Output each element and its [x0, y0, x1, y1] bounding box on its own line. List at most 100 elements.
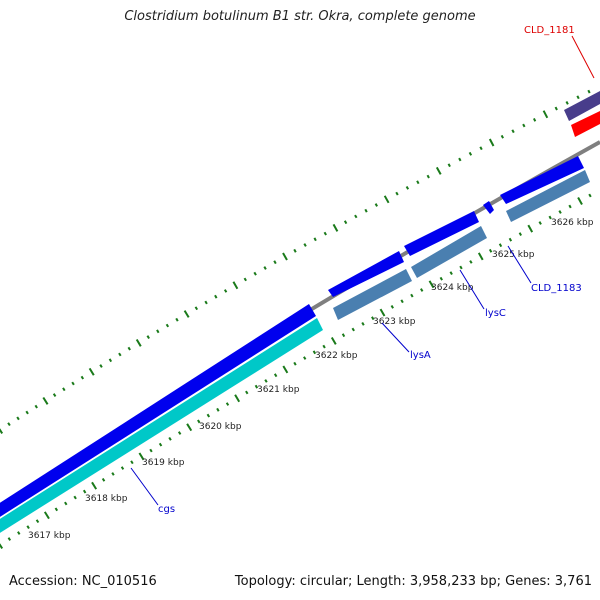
inner-ring-tick [371, 316, 375, 321]
outer-ring-tick [0, 428, 4, 434]
cds-CLD_1183-forward[interactable] [500, 156, 584, 204]
outer-ring-tick [343, 220, 348, 225]
inner-ring-tick [130, 460, 134, 465]
inner-ring-tick [216, 407, 220, 412]
inner-ring-tick [26, 525, 30, 530]
inner-ring-tick [439, 276, 443, 281]
lysA-callout-line [381, 322, 410, 353]
inner-ring-tick [177, 431, 182, 435]
outer-ring-tick [383, 195, 390, 204]
outer-ring-tick [42, 396, 49, 405]
cds-CLD_1181-purple[interactable] [564, 91, 600, 121]
inner-ring-tick [322, 344, 326, 349]
outer-ring-tick [71, 381, 75, 386]
gene-label-lysC[interactable]: lysC [485, 308, 506, 319]
outer-ring-tick [468, 151, 473, 156]
CLD_1181-callout-line [571, 35, 595, 79]
inner-ring-tick [330, 336, 337, 345]
outer-ring-tick [62, 387, 66, 392]
outer-ring-tick [7, 422, 11, 427]
cds-CLD_1181-red[interactable] [571, 111, 600, 137]
outer-ring-tick [313, 237, 317, 242]
ruler-label: 3618 kbp [85, 494, 128, 504]
cds-steel-lysC[interactable] [411, 226, 487, 278]
inner-ring-tick [91, 481, 98, 490]
cds-steel-CLD_1183[interactable] [506, 170, 590, 222]
inner-ring-tick [293, 361, 297, 366]
outer-ring-tick [405, 186, 410, 190]
gene-label-lysA[interactable]: lysA [410, 350, 431, 361]
outer-ring-tick [194, 306, 199, 311]
gene-label-cgs[interactable]: cgs [158, 504, 175, 515]
outer-ring-tick [332, 223, 339, 232]
inner-ring-tick [35, 519, 40, 524]
cds-lysC-forward[interactable] [404, 211, 479, 256]
cds-small-forward[interactable] [483, 201, 494, 214]
inner-ring-tick [17, 531, 21, 535]
inner-ring-tick [282, 365, 289, 374]
outer-ring-tick [183, 310, 190, 318]
outer-ring-tick [511, 129, 515, 134]
inner-ring-tick [312, 350, 317, 355]
inner-ring-tick [54, 507, 59, 512]
outer-ring-tick [416, 180, 420, 185]
inner-ring-tick [186, 423, 193, 432]
inner-ring-tick [0, 543, 4, 549]
inner-ring-tick [508, 237, 513, 242]
inner-ring-tick [469, 260, 473, 264]
cds-steel-lysA[interactable] [333, 269, 412, 320]
outer-ring-tick [374, 203, 378, 207]
outer-ring-tick [323, 231, 327, 236]
inner-tick-ring [0, 193, 592, 549]
inner-ring-tick [420, 288, 424, 292]
CLD_1183-callout-line [507, 245, 532, 284]
cds-lysA-forward[interactable] [328, 251, 404, 297]
outer-ring-tick [522, 123, 526, 128]
outer-ring-tick [426, 174, 430, 179]
inner-ring-tick [138, 452, 145, 461]
cds-cgs-forward[interactable] [0, 304, 316, 520]
inner-ring-tick [558, 210, 562, 214]
inner-ring-tick [225, 402, 230, 406]
inner-ring-tick [588, 193, 592, 198]
inner-ring-tick [428, 280, 435, 289]
inner-ring-tick [168, 436, 172, 441]
outer-ring-tick [34, 404, 38, 409]
ruler-label: 3623 kbp [373, 317, 416, 327]
inner-ring-tick [538, 221, 542, 225]
inner-ring-tick [7, 537, 12, 541]
cds-cgs-reverse[interactable] [0, 318, 323, 536]
lysC-callout-line [459, 269, 485, 310]
inner-ring-tick [303, 356, 307, 360]
inner-ring-tick [120, 466, 125, 470]
inner-ring-tick [197, 419, 201, 424]
inner-ring-tick [341, 333, 346, 338]
outer-ring-tick [99, 364, 103, 368]
inner-ring-tick [158, 442, 163, 447]
inner-ring-tick [498, 243, 503, 248]
outer-ring-tick [214, 294, 218, 299]
inner-ring-tick [254, 384, 259, 389]
inner-ring-tick [459, 265, 463, 270]
outer-ring-tick [479, 146, 483, 151]
outer-ring-tick [395, 191, 399, 196]
inner-ring-tick [43, 511, 50, 520]
outer-ring-tick [554, 106, 558, 111]
outer-ring-tick [223, 289, 228, 293]
inner-ring-tick [82, 489, 87, 494]
gene-label-CLD_1181[interactable]: CLD_1181 [524, 25, 575, 36]
outer-tick-ring [0, 89, 591, 434]
outer-ring-tick [273, 260, 277, 265]
outer-ring-tick [156, 329, 160, 334]
outer-ring-tick [232, 281, 239, 290]
inner-ring-tick [264, 379, 268, 383]
inner-ring-tick [390, 305, 394, 309]
outer-ring-tick [282, 252, 288, 261]
inner-ring-tick [548, 215, 552, 220]
outer-ring-tick [165, 323, 170, 328]
inner-ring-tick [400, 299, 404, 304]
gene-label-CLD_1183[interactable]: CLD_1183 [531, 283, 582, 294]
outer-ring-tick [458, 157, 462, 162]
inner-ring-tick [379, 308, 386, 317]
inner-ring-tick [64, 501, 68, 506]
